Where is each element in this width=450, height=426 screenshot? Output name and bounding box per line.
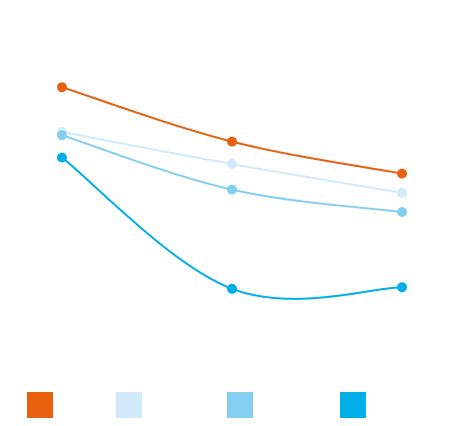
legend-item-2[interactable] (116, 392, 148, 418)
series-2-point-2[interactable] (227, 159, 237, 169)
legend-swatch-2 (116, 392, 142, 418)
legend-swatch-1 (27, 392, 53, 418)
legend-swatch-4 (340, 392, 366, 418)
series-group (57, 82, 407, 300)
legend-swatch-3 (227, 392, 253, 418)
chart-legend (0, 392, 450, 418)
series-2-point-3[interactable] (397, 187, 407, 198)
legend-item-4[interactable] (340, 392, 372, 418)
series-4-point-3[interactable] (397, 282, 407, 293)
series-4-line (61, 156, 403, 300)
series-3-line (61, 134, 403, 213)
series-3-point-1[interactable] (57, 130, 67, 141)
legend-item-1[interactable] (27, 392, 59, 418)
series-4-point-2[interactable] (227, 283, 237, 294)
series-1-point-3[interactable] (397, 168, 407, 179)
series-4-point-1[interactable] (57, 152, 67, 163)
series-1-point-1[interactable] (57, 82, 67, 93)
legend-item-3[interactable] (227, 392, 259, 418)
series-3-point-3[interactable] (397, 207, 407, 217)
series-3-point-2[interactable] (227, 184, 237, 195)
series-1-point-2[interactable] (227, 136, 237, 147)
